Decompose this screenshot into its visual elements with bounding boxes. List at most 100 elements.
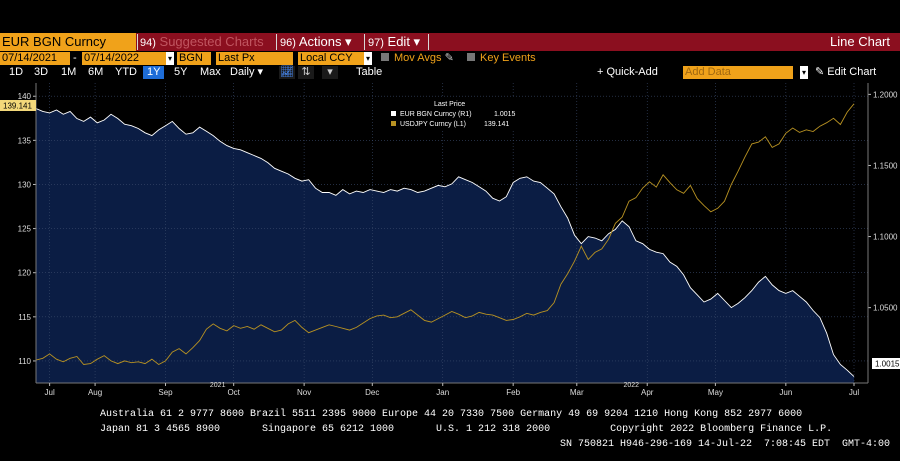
gridlines [36, 83, 868, 383]
x-tick-label: Oct [227, 388, 240, 397]
frequency-label: Daily [230, 66, 255, 78]
start-date-field[interactable]: 07/14/2021 [0, 52, 70, 65]
actions-label: Actions ▾ [298, 34, 352, 49]
divider [137, 34, 138, 50]
legend: Last Price EUR BGN Curncy (R1) 1.0015 US… [388, 97, 526, 131]
x-tick-label: Apr [641, 388, 654, 397]
x-tick-label: Sep [158, 388, 173, 397]
x-tick-label: Jul [45, 388, 55, 397]
legend-swatch-usdjpy [391, 121, 396, 126]
right-tick-label: 1.1500 [873, 161, 898, 170]
left-tick-label: 135 [18, 136, 32, 145]
key-events-toggle[interactable]: Key Events [467, 52, 536, 65]
x-axis: Jul Aug Sep Oct Nov Dec Jan Feb Mar Apr May Jun Jul 2… [36, 382, 868, 397]
period-1m[interactable]: 1M [61, 66, 77, 78]
chart-tools-icon[interactable]: ⇅ [298, 66, 314, 79]
divider [364, 34, 365, 50]
period-5y[interactable]: 5Y [174, 66, 188, 78]
field-selector[interactable]: Last Px [216, 52, 293, 65]
chart-type-label: Line Chart [830, 34, 890, 49]
currency-selector[interactable]: Local CCY [298, 52, 364, 65]
edit-chart-button[interactable]: ✎ Edit Chart [815, 66, 877, 78]
end-date-field[interactable]: 07/14/2022 [82, 52, 172, 65]
period-ytd[interactable]: YTD [115, 66, 137, 78]
chevron-down-icon[interactable]: ▾ [322, 66, 338, 79]
x-tick-label: Jan [436, 388, 449, 397]
x-tick-label: Jul [849, 388, 859, 397]
left-tick-label: 120 [18, 269, 32, 278]
divider [276, 34, 277, 50]
x-tick-label: Nov [297, 388, 311, 397]
add-data-dropdown-icon[interactable]: ▾ [800, 66, 808, 79]
checkbox-icon [381, 53, 389, 61]
legend-background [388, 97, 526, 131]
period-max[interactable]: Max [200, 66, 221, 78]
suggested-charts-number: 94) [140, 37, 156, 49]
eur-series-line [35, 108, 855, 377]
line-chart: 110 115 120 125 130 135 140 1.2000 1.1500 1.1000… [0, 83, 900, 397]
suggested-charts-button[interactable]: 94) Suggested Charts [140, 33, 264, 51]
right-tick-label: 1.1000 [873, 233, 898, 242]
ticker-input[interactable]: EUR BGN Curncy [0, 33, 136, 51]
period-3d[interactable]: 3D [34, 66, 49, 78]
source-field[interactable]: BGN [177, 52, 211, 65]
left-tick-label: 110 [18, 357, 31, 366]
x-year-label: 2021 [210, 382, 226, 389]
left-last-value-badge: 139.141 [0, 100, 36, 111]
legend-entry-usdjpy: USDJPY Curncy (L1) [400, 121, 466, 128]
checkbox-icon [467, 53, 475, 61]
divider [428, 34, 429, 50]
mov-avgs-toggle[interactable]: Mov Avgs ✎ [381, 52, 454, 65]
end-date-dropdown-icon[interactable]: ▾ [166, 52, 174, 65]
legend-title: Last Price [434, 101, 465, 108]
add-data-input[interactable]: Add Data [683, 66, 793, 79]
footer-contacts-line2: Japan 81 3 4565 8900 Singapore 65 6212 1… [100, 424, 833, 435]
footer-contacts-line1: Australia 61 2 9777 8600 Brazil 5511 239… [100, 409, 803, 420]
x-tick-label: Dec [365, 388, 379, 397]
period-row: 1D 3D 1M 6M YTD 1Y 5Y Max Daily ▾ 📈︎ ⇅ ▾… [0, 66, 900, 80]
table-button[interactable]: Table [356, 66, 383, 78]
footer-session-info: SN 750821 H946-296-169 14-Jul-22 7:08:45… [560, 439, 891, 450]
x-tick-label: Mar [570, 388, 584, 397]
legend-entry-eur: EUR BGN Curncy (R1) [400, 111, 472, 118]
period-6m[interactable]: 6M [88, 66, 104, 78]
mov-avgs-label: Mov Avgs [394, 52, 442, 64]
left-tick-label: 125 [18, 225, 32, 234]
left-tick-label: 130 [18, 180, 32, 189]
frequency-selector[interactable]: Daily ▾ [230, 66, 263, 79]
left-axis: 110 115 120 125 130 135 140 [18, 83, 37, 383]
legend-value-eur: 1.0015 [494, 111, 516, 118]
left-tick-label: 115 [18, 313, 31, 322]
chevron-down-icon: ▾ [257, 66, 264, 78]
left-tick-label: 140 [18, 92, 32, 101]
x-tick-label: Feb [506, 388, 520, 397]
right-axis: 1.2000 1.1500 1.1000 1.0500 [867, 83, 898, 383]
actions-menu-button[interactable]: 96) Actions ▾ [280, 33, 352, 51]
edit-number: 97) [368, 37, 384, 49]
x-tick-label: Jun [779, 388, 792, 397]
right-last-value: 1.0015 [875, 360, 900, 369]
settings-row: 07/14/2021 - 07/14/2022 ▾ BGN Last Px Lo… [0, 52, 900, 66]
right-tick-label: 1.2000 [873, 90, 898, 99]
quick-add-button[interactable]: + Quick-Add [597, 66, 658, 78]
right-last-value-background [872, 358, 900, 369]
legend-swatch-eur [391, 111, 396, 116]
edit-label: Edit ▾ [387, 34, 421, 49]
x-year-label: 2022 [623, 382, 639, 389]
right-last-value-badge: 1.0015 [872, 358, 900, 369]
command-bar: EUR BGN Curncy 94) Suggested Charts 96) … [0, 33, 900, 51]
actions-number: 96) [280, 37, 296, 49]
pencil-icon[interactable]: ✎ [444, 52, 454, 64]
period-1d[interactable]: 1D [9, 66, 24, 78]
left-last-value: 139.141 [3, 102, 32, 111]
eur-series-area [36, 108, 854, 383]
usdjpy-series-line [35, 103, 855, 366]
x-tick-label: May [708, 388, 723, 397]
x-tick-label: Aug [88, 388, 102, 397]
currency-dropdown-icon[interactable]: ▾ [364, 52, 372, 65]
legend-value-usdjpy: 139.141 [484, 121, 509, 128]
line-chart-icon[interactable]: 📈︎ [279, 66, 295, 79]
edit-menu-button[interactable]: 97) Edit ▾ [368, 33, 420, 51]
period-1y[interactable]: 1Y [143, 66, 165, 79]
date-separator: - [73, 52, 77, 64]
